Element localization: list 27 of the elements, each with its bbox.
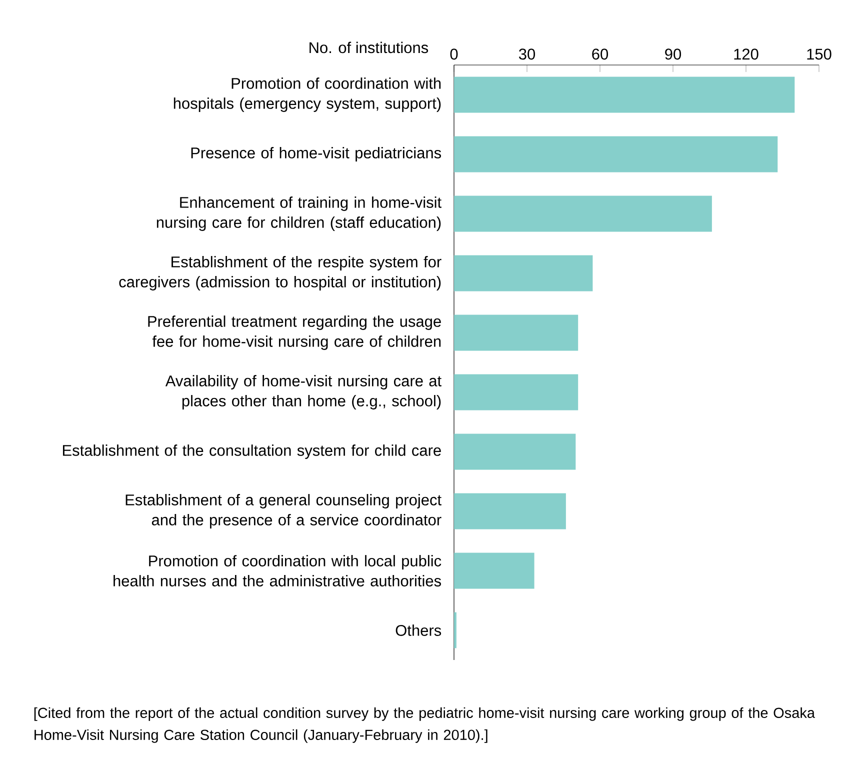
bar <box>454 136 778 172</box>
x-tick-label: 30 <box>518 48 536 60</box>
bar <box>454 552 534 589</box>
bar <box>454 493 566 530</box>
y-tick-label: Establishment of the consultation system for child care <box>62 444 441 459</box>
text: [Cited from the report of the actual condition survey by the pediatric home-visit nursing care working group of the Osaka Home-Visit Nursing Care Station Council (January-February in 2010).] <box>34 707 815 743</box>
y-tick-label: Preferential treatment regarding the usage fee for home-visit nursing care of children <box>148 316 441 350</box>
bar <box>454 196 712 232</box>
bar <box>454 374 578 410</box>
y-tick-label: Availability of home-visit nursing care at places other than home (e.g., school) <box>165 375 442 410</box>
y-tick-label: Others <box>396 624 442 636</box>
x-axis-title: No. of institutions <box>310 42 428 54</box>
bar <box>454 255 593 292</box>
x-tick-label: 60 <box>592 48 608 60</box>
x-tick-label: 90 <box>665 48 682 60</box>
y-tick-label: Promotion of coordination with hospitals (emergency system, support) <box>174 78 441 112</box>
bar <box>454 434 576 470</box>
bar <box>454 314 578 351</box>
y-tick-label: Enhancement of training in home-visit nursing care for children (staff education) <box>156 196 442 231</box>
x-tick-label: 0 <box>450 48 458 60</box>
bar <box>454 76 795 113</box>
x-tick-label: 120 <box>734 48 758 60</box>
x-tick-label: 150 <box>807 48 832 60</box>
y-tick-label: Presence of home-visit pediatricians <box>191 147 442 162</box>
y-tick-label: Establishment of a general counseling project and the presence of a service coordinator <box>126 494 442 528</box>
y-tick-label: Establishment of the respite system for caregivers (admission to hospital or institution) <box>119 256 442 290</box>
y-tick-label: Promotion of coordination with local public health nurses and the administrative authorities <box>114 555 442 586</box>
